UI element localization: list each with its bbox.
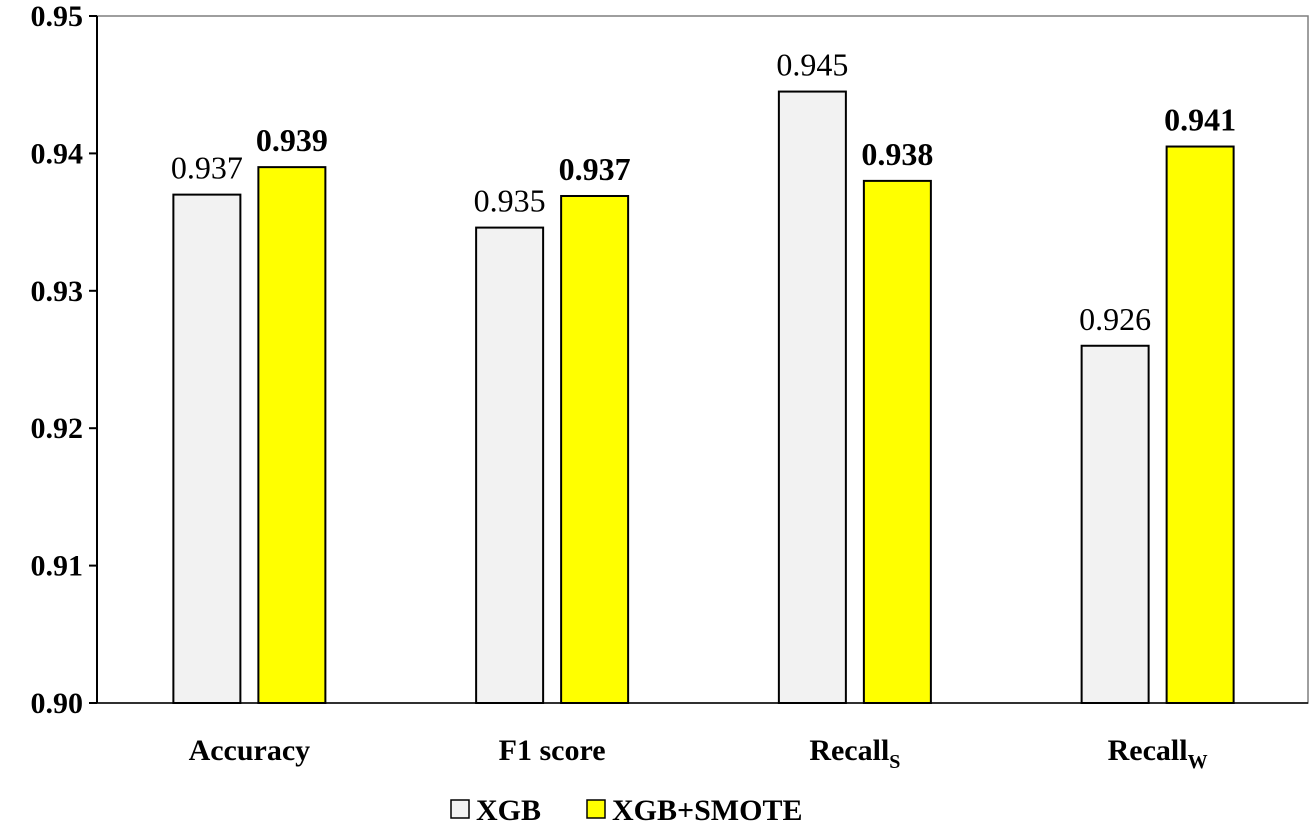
x-tick-label: F1 score — [499, 734, 606, 767]
x-tick-label: RecallS — [809, 734, 900, 773]
chart-legend: XGB XGB+SMOTE — [450, 794, 802, 827]
data-label: 0.935 — [474, 183, 546, 219]
bar-xgb-0 — [172, 193, 242, 704]
y-tick-label: 0.91 — [31, 550, 84, 583]
x-tick-label-text: Recall — [809, 734, 889, 767]
y-tick-label: 0.92 — [31, 412, 84, 445]
bar-xgb-smote-0 — [257, 166, 327, 704]
chart-category-labels: Accuracy F1 score RecallS RecallW — [189, 734, 1208, 773]
x-tick-label: Accuracy — [189, 734, 311, 767]
y-tick-label: 0.90 — [31, 687, 84, 720]
x-tick-label-text: Accuracy — [189, 734, 311, 767]
legend-swatch-xgb-smote — [586, 799, 606, 819]
bar-xgb-3 — [1080, 344, 1150, 704]
legend-label: XGB+SMOTE — [612, 794, 802, 827]
y-tick-label: 0.93 — [31, 275, 84, 308]
data-label: 0.937 — [171, 150, 243, 186]
data-label: 0.941 — [1164, 102, 1236, 138]
x-tick-label-text: F1 score — [499, 734, 606, 767]
data-label: 0.938 — [861, 136, 933, 172]
data-label: 0.945 — [776, 47, 848, 83]
chart-value-labels: 0.937 0.939 0.935 0.937 0.945 0.938 0.926 0.941 — [171, 47, 1236, 337]
data-label: 0.937 — [559, 151, 631, 187]
legend-swatch-xgb — [450, 799, 470, 819]
bar-xgb-2 — [777, 90, 847, 704]
x-tick-label-text: Recall — [1108, 734, 1188, 767]
bar-xgb-smote-1 — [560, 194, 630, 705]
x-tick-label-subscript: S — [889, 751, 900, 773]
data-label: 0.926 — [1079, 301, 1151, 337]
y-tick-label: 0.95 — [31, 0, 84, 33]
bar-xgb-smote-2 — [862, 179, 932, 704]
bar-xgb-1 — [475, 226, 545, 704]
x-tick-label-subscript: W — [1188, 751, 1208, 773]
bar-xgb-smote-3 — [1165, 145, 1235, 704]
legend-label: XGB — [476, 794, 541, 827]
chart-bars — [172, 90, 1235, 705]
data-label: 0.939 — [256, 122, 328, 158]
y-tick-label: 0.94 — [31, 137, 84, 170]
chart-axes: 0.90 0.91 0.92 0.93 0.94 0.95 — [31, 0, 1309, 720]
x-tick-label: RecallW — [1108, 734, 1208, 773]
